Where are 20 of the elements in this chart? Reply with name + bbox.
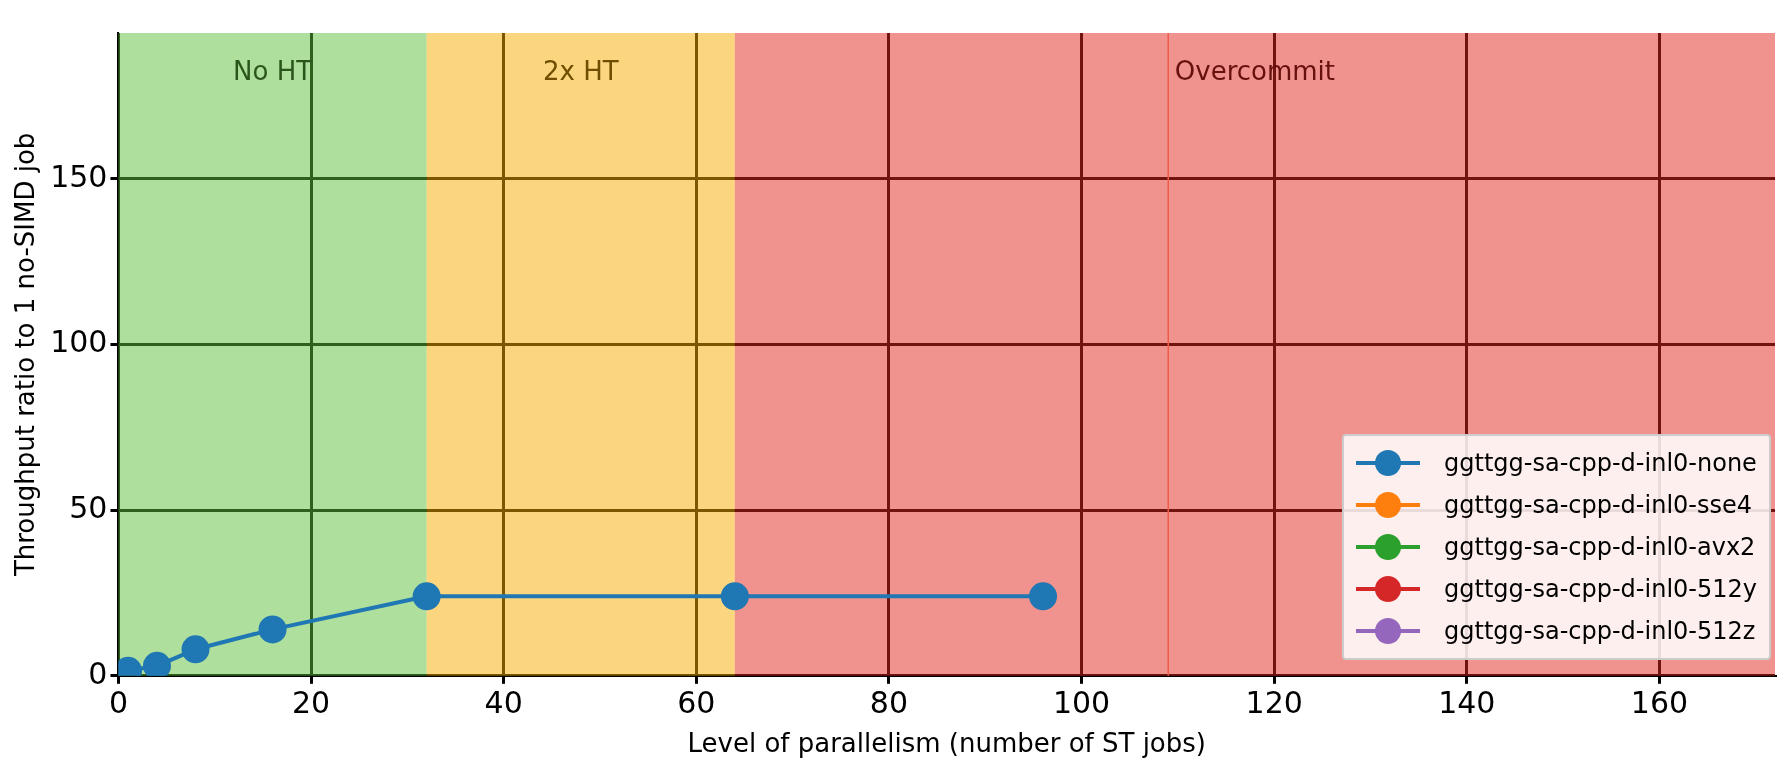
x-tick-label: 80 [869, 684, 909, 720]
x-tick-label: 40 [484, 684, 523, 720]
band-label: 2x HT [542, 55, 619, 86]
y-tick-label: 100 [50, 324, 108, 360]
x-tick-label: 60 [677, 684, 716, 720]
x-tick-label: 160 [1630, 684, 1689, 720]
legend-label: ggttgg-sa-cpp-d-inl0-none [1444, 448, 1757, 477]
x-tick-label: 20 [291, 684, 331, 720]
x-tick-label: 140 [1438, 684, 1496, 720]
y-tick-label: 0 [88, 655, 108, 691]
y-tick-label: 150 [50, 158, 108, 194]
legend-label: ggttgg-sa-cpp-d-inl0-sse4 [1444, 490, 1753, 519]
legend-label: ggttgg-sa-cpp-d-inl0-avx2 [1444, 532, 1756, 561]
legend-label: ggttgg-sa-cpp-d-inl0-512y [1444, 574, 1757, 603]
x-tick-label: 100 [1052, 684, 1111, 720]
x-axis-title: Level of parallelism (number of ST jobs) [687, 728, 1206, 759]
y-axis-title: Throughput ratio to 1 no-SIMD job [10, 132, 41, 578]
y-tick-label: 50 [69, 489, 108, 525]
legend-label: ggttgg-sa-cpp-d-inl0-512z [1444, 616, 1756, 645]
x-tick-label: 120 [1245, 684, 1303, 720]
